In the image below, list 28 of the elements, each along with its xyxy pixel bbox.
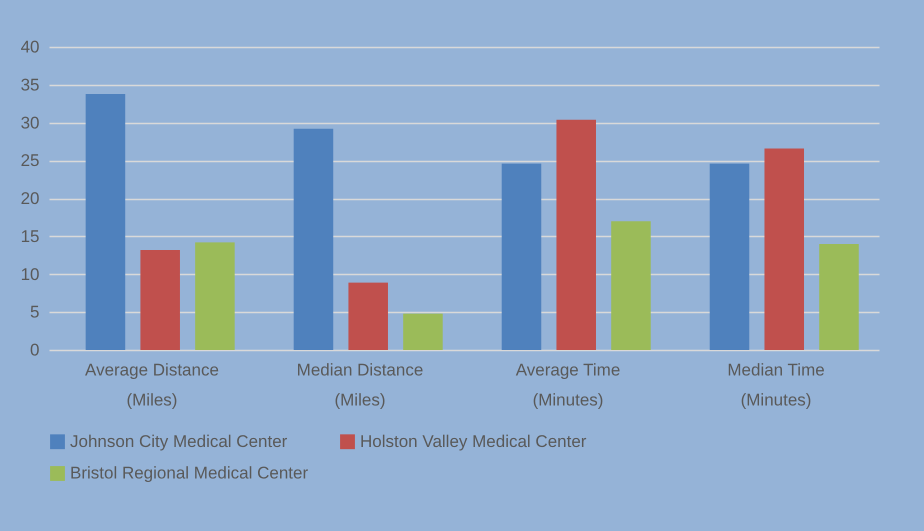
bar [348, 282, 388, 350]
y-tick-label: 10 [20, 264, 40, 284]
y-tick-label: 20 [20, 189, 40, 208]
bar [556, 120, 596, 350]
bar [764, 148, 804, 350]
bar [86, 94, 126, 350]
bar [140, 250, 180, 350]
y-tick-label: 15 [20, 226, 40, 246]
bar [819, 244, 859, 350]
x-tick-label: Average Time (Minutes) [516, 360, 620, 410]
y-tick-label: 35 [20, 75, 40, 94]
x-tick-label: Median Distance (Miles) [296, 360, 424, 410]
x-tick-label: Median Time (Minutes) [727, 360, 825, 410]
y-tick-label: 25 [20, 151, 40, 170]
legend-label: Bristol Regional Medical Center [70, 464, 308, 482]
y-tick-label: 30 [20, 113, 40, 132]
x-tick-label: Average Distance (Miles) [85, 360, 219, 410]
bar [195, 242, 235, 350]
bar [403, 314, 443, 350]
legend-label: Holston Valley Medical Center [360, 432, 587, 451]
y-tick-label: 0 [30, 340, 40, 360]
y-tick-label: 5 [30, 302, 40, 322]
y-tick-label: 40 [20, 38, 40, 56]
bar [710, 164, 750, 350]
bar [502, 164, 542, 350]
bar [294, 128, 334, 350]
legend-label: Johnson City Medical Center [70, 432, 288, 451]
bar [611, 221, 651, 350]
